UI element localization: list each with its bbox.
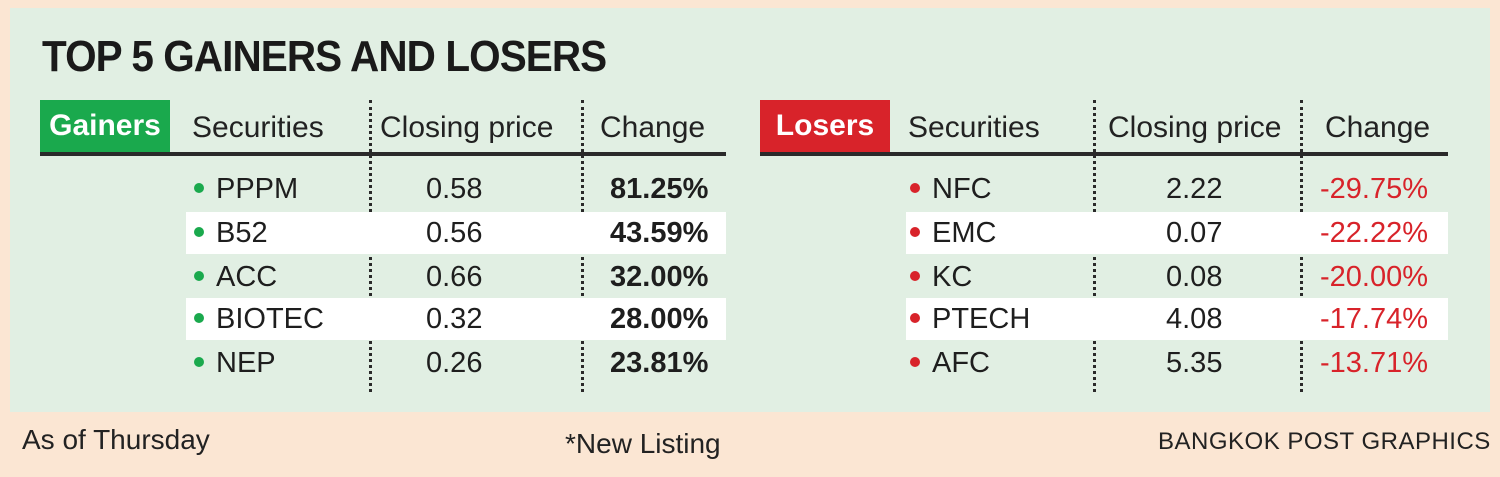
change-cell: -22.22% — [1320, 217, 1429, 249]
bullet-icon — [910, 183, 920, 194]
gainers-tag: Gainers — [40, 100, 170, 152]
table-row: PPPM 0.58 81.25% — [186, 168, 726, 210]
table-row: B52 0.56 43.59% — [186, 212, 726, 254]
table-row: NEP 0.26 23.81% — [186, 342, 726, 384]
price-cell: 2.22 — [1166, 173, 1223, 205]
losers-table: Losers Securities Closing price Change N… — [760, 100, 1448, 400]
graphics-credit: BANGKOK POST GRAPHICS — [1158, 428, 1491, 455]
bullet-icon — [910, 227, 920, 238]
as-of-date: As of Thursday — [22, 424, 210, 455]
change-header: Change — [600, 111, 706, 144]
new-listing-note: *New Listing — [565, 428, 721, 459]
table-row: NFC 2.22 -29.75% — [906, 168, 1448, 210]
bullet-icon — [910, 313, 920, 324]
change-cell: 81.25% — [610, 173, 709, 205]
security-cell: NFC — [910, 168, 992, 210]
header-rule — [40, 152, 726, 156]
price-cell: 5.35 — [1166, 347, 1223, 379]
table-row: KC 0.08 -20.00% — [906, 256, 1448, 298]
table-row: PTECH 4.08 -17.74% — [906, 298, 1448, 340]
price-cell: 0.58 — [426, 173, 483, 205]
security-cell: PPPM — [194, 168, 298, 210]
change-cell: -20.00% — [1320, 261, 1429, 293]
page-title: TOP 5 GAINERS AND LOSERS — [42, 32, 607, 81]
security-cell: PTECH — [910, 298, 1030, 340]
closing-price-header: Closing price — [380, 111, 554, 144]
change-cell: 28.00% — [610, 303, 709, 335]
change-cell: 23.81% — [610, 347, 709, 379]
gainers-table: Gainers Securities Closing price Change … — [40, 100, 726, 400]
bullet-icon — [194, 357, 204, 368]
gainers-header: Gainers Securities Closing price Change — [40, 100, 726, 156]
change-cell: 43.59% — [610, 217, 709, 249]
security-cell: NEP — [194, 342, 276, 384]
bullet-icon — [910, 357, 920, 368]
losers-tag: Losers — [760, 100, 890, 152]
bullet-icon — [910, 271, 920, 282]
securities-header: Securities — [192, 111, 324, 144]
header-rule — [760, 152, 1448, 156]
table-row: AFC 5.35 -13.71% — [906, 342, 1448, 384]
change-cell: -29.75% — [1320, 173, 1429, 205]
security-cell: BIOTEC — [194, 298, 324, 340]
price-cell: 0.08 — [1166, 261, 1223, 293]
price-cell: 0.07 — [1166, 217, 1223, 249]
change-header: Change — [1325, 111, 1431, 144]
change-cell: 32.00% — [610, 261, 709, 293]
losers-header: Losers Securities Closing price Change — [760, 100, 1448, 156]
table-row: EMC 0.07 -22.22% — [906, 212, 1448, 254]
price-cell: 4.08 — [1166, 303, 1223, 335]
bullet-icon — [194, 183, 204, 194]
security-cell: B52 — [194, 212, 268, 254]
bullet-icon — [194, 271, 204, 282]
security-cell: KC — [910, 256, 972, 298]
price-cell: 0.26 — [426, 347, 483, 379]
security-cell: EMC — [910, 212, 996, 254]
security-cell: AFC — [910, 342, 990, 384]
price-cell: 0.56 — [426, 217, 483, 249]
securities-header: Securities — [908, 111, 1040, 144]
table-row: ACC 0.66 32.00% — [186, 256, 726, 298]
bullet-icon — [194, 227, 204, 238]
price-cell: 0.32 — [426, 303, 483, 335]
bullet-icon — [194, 313, 204, 324]
table-row: BIOTEC 0.32 28.00% — [186, 298, 726, 340]
price-cell: 0.66 — [426, 261, 483, 293]
infographic-panel — [10, 8, 1490, 412]
security-cell: ACC — [194, 256, 277, 298]
change-cell: -17.74% — [1320, 303, 1429, 335]
closing-price-header: Closing price — [1108, 111, 1282, 144]
change-cell: -13.71% — [1320, 347, 1429, 379]
